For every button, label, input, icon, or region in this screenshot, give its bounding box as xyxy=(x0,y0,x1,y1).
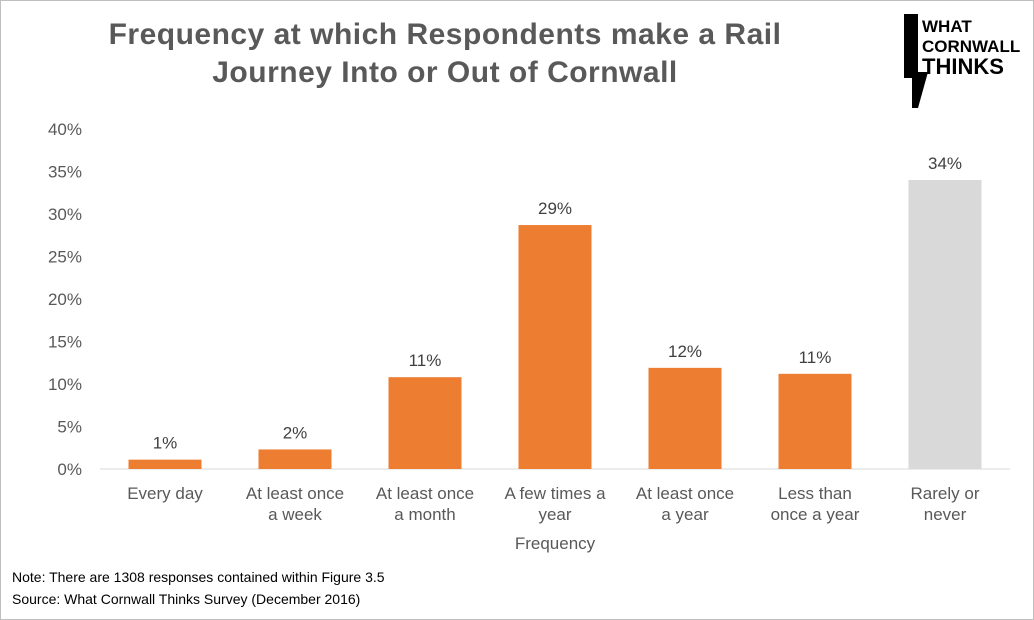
chart-title: Frequency at which Respondents make a Ra… xyxy=(20,16,870,92)
category-label: A few times a year xyxy=(504,484,606,524)
category-label-line: Every day xyxy=(127,484,203,503)
bar xyxy=(258,449,332,469)
bar-chart: 0%5%10%15%20%25%30%35%40% 1%2%11%29%12% 1… xyxy=(48,120,1010,553)
note-text: Note: There are 1308 responses contained… xyxy=(12,569,385,585)
category-label-line: once a year xyxy=(771,505,860,524)
data-label: 1% xyxy=(153,434,178,453)
data-label: 29% xyxy=(538,199,572,218)
category-label-line: Rarely or xyxy=(911,484,980,503)
category-label: Every day xyxy=(127,484,203,503)
y-axis-ticks: 0% 5% 10% 15% 20% 25% 30% 35% 40% xyxy=(48,120,82,479)
category-label-line: A few times a xyxy=(504,484,606,503)
bar xyxy=(908,180,982,469)
logo-speech-tail-icon xyxy=(904,14,928,108)
bar xyxy=(778,373,852,469)
bar xyxy=(648,367,722,469)
x-axis-title: Frequency xyxy=(515,534,596,553)
category-label-line: never xyxy=(924,505,967,524)
category-label-line: a year xyxy=(661,505,709,524)
category-label: At least once a year xyxy=(636,484,734,524)
title-line-1: Frequency at which Respondents make a Ra… xyxy=(108,18,782,51)
y-tick-label: 10% xyxy=(48,375,82,394)
data-label: 11% xyxy=(409,351,442,370)
bar xyxy=(128,459,202,469)
y-tick-label: 25% xyxy=(48,248,82,267)
category-label-line: a month xyxy=(394,505,455,524)
data-label: 11% xyxy=(799,348,832,367)
category-label: At least once a month xyxy=(376,484,474,524)
data-label: 12% xyxy=(668,342,702,361)
category-label: Less than once a year xyxy=(771,484,860,524)
category-label: At least once a week xyxy=(246,484,344,524)
category-label-line: At least once xyxy=(376,484,474,503)
y-tick-label: 0% xyxy=(57,460,82,479)
bar xyxy=(388,377,462,469)
category-label-line: Less than xyxy=(778,484,852,503)
data-label: 2% xyxy=(283,423,308,442)
title-line-2: Journey Into or Out of Cornwall xyxy=(212,56,678,89)
category-label-line: At least once xyxy=(246,484,344,503)
y-tick-label: 35% xyxy=(48,163,82,182)
source-text: Source: What Cornwall Thinks Survey (Dec… xyxy=(12,591,361,607)
footnotes: Note: There are 1308 responses contained… xyxy=(12,566,385,610)
y-tick-label: 15% xyxy=(48,333,82,352)
bars xyxy=(128,180,982,469)
logo-line-2: CORNWALL xyxy=(922,37,1020,56)
category-label: Rarely or never xyxy=(911,484,980,524)
y-tick-label: 5% xyxy=(57,418,82,437)
bar xyxy=(518,225,592,469)
data-label: 34% xyxy=(928,154,962,173)
category-label-line: At least once xyxy=(636,484,734,503)
category-label-line: year xyxy=(538,505,571,524)
y-tick-label: 20% xyxy=(48,290,82,309)
logo-line-3: THINKS xyxy=(922,54,1004,79)
what-cornwall-thinks-logo: WHAT CORNWALL THINKS xyxy=(904,14,1020,108)
y-tick-label: 30% xyxy=(48,205,82,224)
logo-line-1: WHAT xyxy=(922,17,972,36)
category-label-line: a week xyxy=(268,505,322,524)
y-tick-label: 40% xyxy=(48,120,82,139)
data-labels: 1% 2% 11% 29% 12% 11% 34% xyxy=(153,154,962,453)
